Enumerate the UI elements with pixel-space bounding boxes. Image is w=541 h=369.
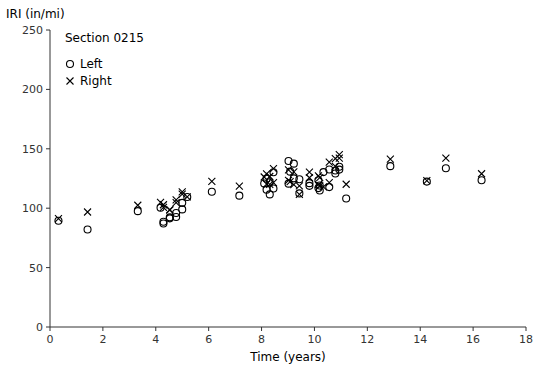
point xyxy=(270,179,277,186)
point xyxy=(208,188,215,195)
point xyxy=(290,160,297,167)
point xyxy=(166,206,173,213)
point xyxy=(270,165,277,172)
point xyxy=(326,159,333,166)
point xyxy=(316,174,323,181)
y-tick-label: 0 xyxy=(36,321,43,334)
x-tick-label: 2 xyxy=(99,333,106,346)
x-tick-label: 16 xyxy=(466,333,480,346)
point xyxy=(306,182,313,189)
point xyxy=(296,190,303,197)
legend-label: Left xyxy=(80,57,103,71)
x-tick-label: 18 xyxy=(519,333,533,346)
y-tick-label: 100 xyxy=(22,202,43,215)
point xyxy=(343,195,350,202)
x-tick xyxy=(367,327,368,331)
x-tick xyxy=(102,327,103,331)
point xyxy=(326,179,333,186)
axes: 0 2 4 6 8 10 12 14 16 18 0 50 100 150 200 250 xyxy=(22,24,533,346)
point xyxy=(134,208,141,215)
point xyxy=(423,178,430,185)
y-axis-label: IRI (in/mi) xyxy=(6,7,65,21)
y-tick-label: 250 xyxy=(22,24,43,37)
title: Section 0215 xyxy=(65,31,144,45)
point xyxy=(296,182,303,189)
y-tick-label: 150 xyxy=(22,143,43,156)
point xyxy=(442,155,449,162)
x-axis-line xyxy=(50,327,526,328)
y-tick-label: 50 xyxy=(29,262,43,275)
point xyxy=(478,177,485,184)
x-tick-label: 6 xyxy=(205,333,212,346)
x-tick xyxy=(526,327,527,331)
point xyxy=(478,170,485,177)
x-tick-label: 8 xyxy=(258,333,265,346)
point xyxy=(306,174,313,181)
point xyxy=(173,214,180,221)
point xyxy=(184,193,191,200)
legend-marker xyxy=(67,78,74,85)
point xyxy=(336,151,343,158)
point xyxy=(55,215,62,222)
point xyxy=(236,183,243,190)
y-axis-line xyxy=(50,30,51,327)
point xyxy=(290,168,297,175)
x-tick-label: 12 xyxy=(360,333,374,346)
point xyxy=(387,163,394,170)
y-tick xyxy=(46,267,50,268)
point xyxy=(332,163,339,170)
x-tick xyxy=(473,327,474,331)
point xyxy=(160,201,167,208)
point xyxy=(84,209,91,216)
x-tick xyxy=(155,327,156,331)
point xyxy=(387,156,394,163)
x-tick xyxy=(314,327,315,331)
y-tick-label: 200 xyxy=(22,83,43,96)
x-tick xyxy=(261,327,262,331)
y-tick xyxy=(46,89,50,90)
y-tick xyxy=(46,327,50,328)
point xyxy=(179,206,186,213)
point xyxy=(236,192,243,199)
series xyxy=(55,158,485,233)
point xyxy=(423,177,430,184)
y-tick xyxy=(46,30,50,31)
point xyxy=(336,155,343,162)
x-tick xyxy=(50,327,51,331)
y-tick xyxy=(46,208,50,209)
point xyxy=(343,181,350,188)
x-tick-label: 14 xyxy=(413,333,427,346)
point xyxy=(173,199,180,206)
x-tick-label: 10 xyxy=(307,333,321,346)
x-axis-label: Time (years) xyxy=(249,350,326,364)
legend-marker xyxy=(67,61,74,68)
point xyxy=(84,226,91,233)
x-tick xyxy=(420,327,421,331)
point xyxy=(285,166,292,173)
x-tick xyxy=(208,327,209,331)
legend-label: Right xyxy=(80,74,112,88)
x-tick-label: 4 xyxy=(152,333,159,346)
point xyxy=(320,183,327,190)
point xyxy=(134,202,141,209)
point xyxy=(166,207,173,214)
y-tick xyxy=(46,148,50,149)
chart: 0 2 4 6 8 10 12 14 16 18 0 50 100 150 200 250 Time (year… xyxy=(0,0,541,369)
point xyxy=(208,178,215,185)
x-tick-label: 0 xyxy=(47,333,54,346)
point xyxy=(296,191,303,198)
point xyxy=(287,178,294,185)
series xyxy=(55,151,485,222)
legend: Left Right xyxy=(67,57,112,88)
point xyxy=(266,173,273,180)
point xyxy=(332,170,339,177)
point xyxy=(442,165,449,172)
point xyxy=(160,220,167,227)
point xyxy=(166,215,173,222)
plot-area xyxy=(55,151,485,233)
